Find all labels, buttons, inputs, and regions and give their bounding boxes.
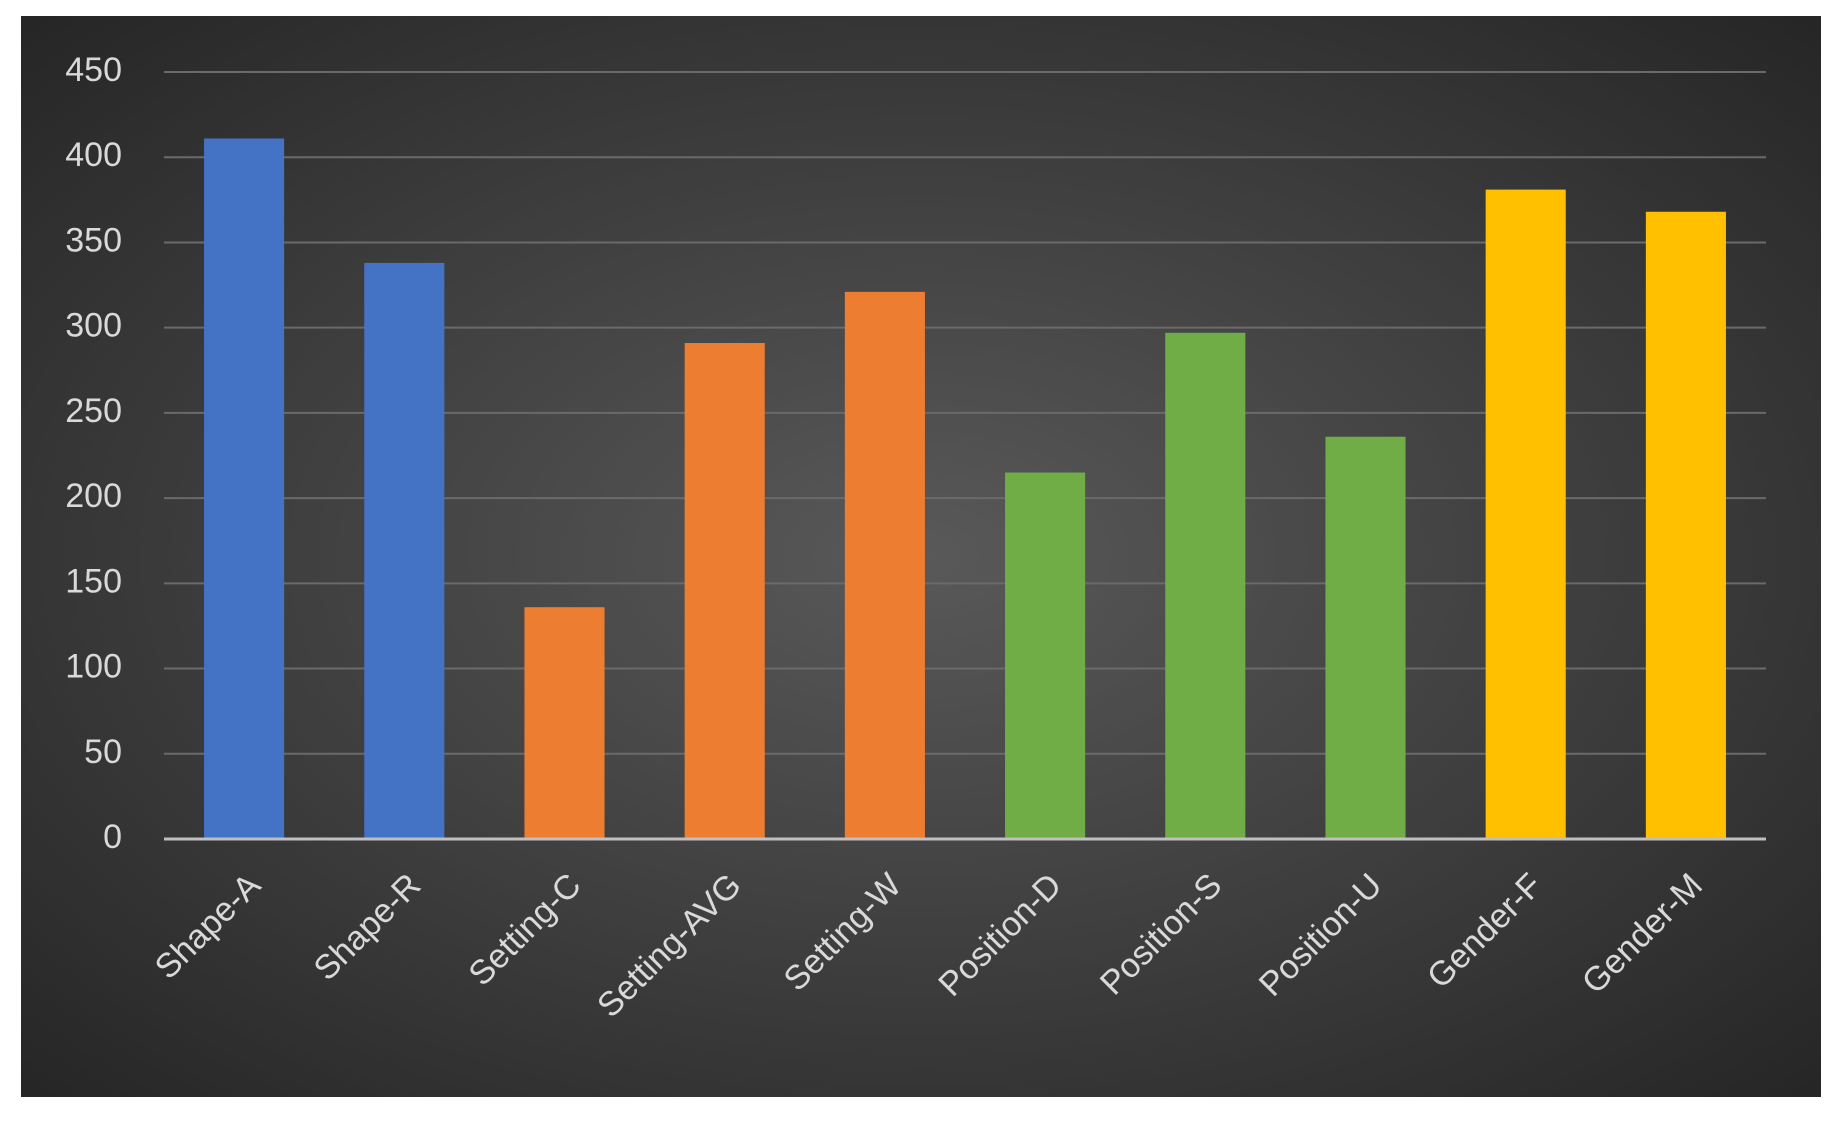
bar: [524, 607, 605, 839]
bar: [1005, 472, 1086, 839]
y-tick-label: 50: [84, 733, 122, 771]
bar: [1325, 436, 1406, 839]
y-tick-label: 0: [103, 818, 122, 856]
bar: [1645, 211, 1726, 839]
bar: [364, 262, 445, 839]
y-tick-label: 350: [65, 221, 122, 259]
bar: [684, 343, 765, 839]
bar: [1165, 332, 1246, 839]
y-tick-label: 300: [65, 307, 122, 345]
y-tick-label: 150: [65, 562, 122, 600]
y-tick-label: 400: [65, 136, 122, 174]
y-tick-label: 100: [65, 648, 122, 686]
y-tick-label: 200: [65, 477, 122, 515]
bar: [1485, 189, 1566, 839]
bar: [204, 138, 285, 839]
bar: [844, 291, 925, 840]
y-tick-label: 450: [65, 51, 122, 89]
y-tick-label: 250: [65, 392, 122, 430]
